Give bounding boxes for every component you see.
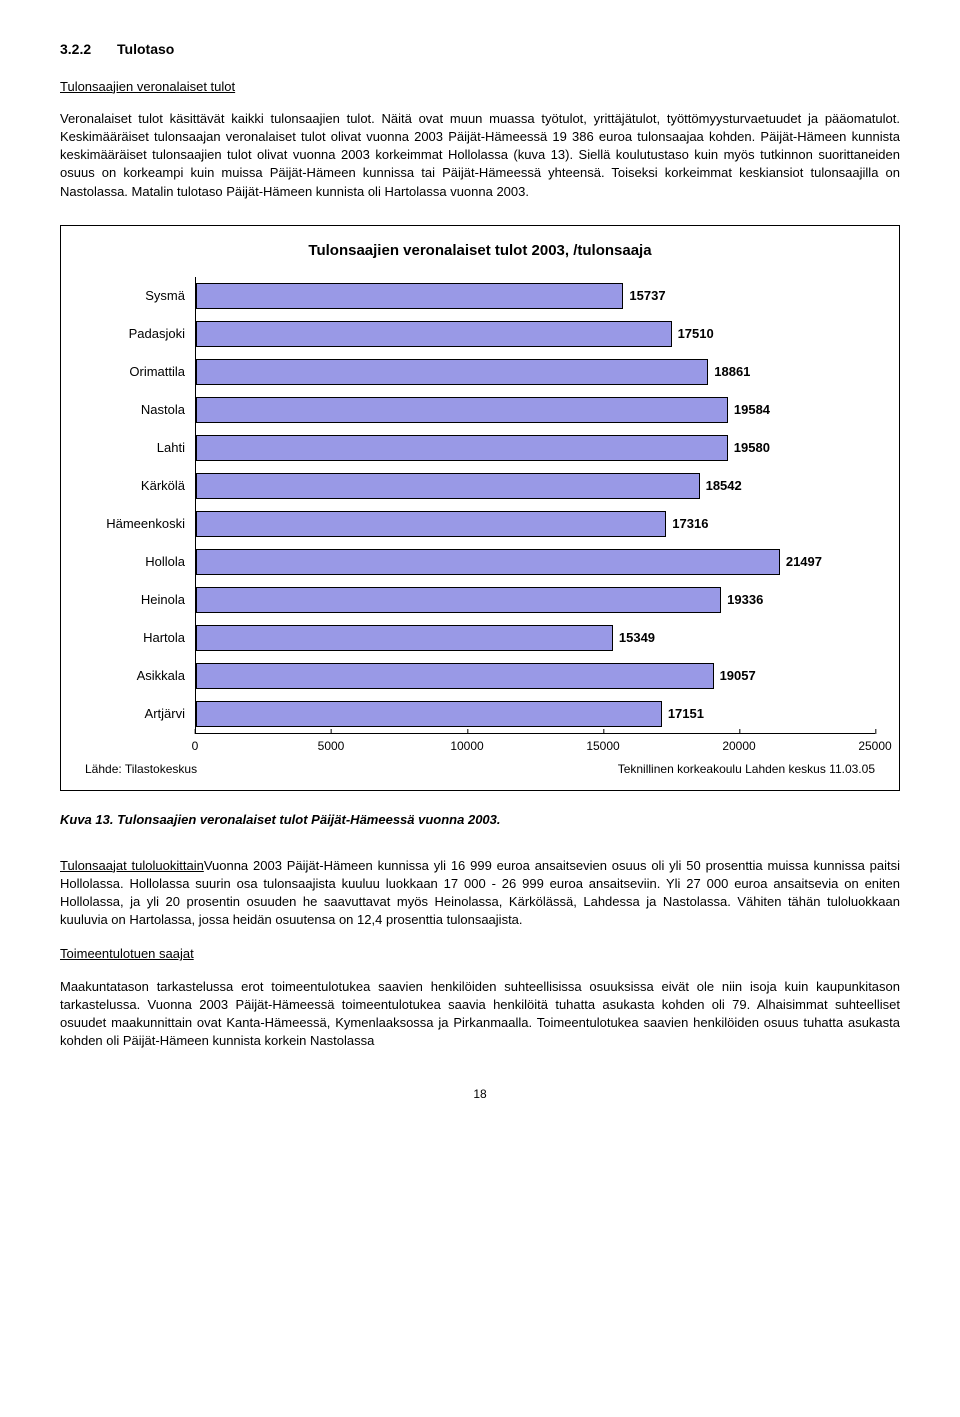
chart-row-plot: 17510	[195, 315, 875, 353]
paragraph-2: Tulonsaajat tuloluokittainVuonna 2003 Pä…	[60, 857, 900, 930]
chart-bar	[196, 435, 728, 461]
chart-row-plot: 17151	[195, 695, 875, 733]
chart-row-label: Kärkölä	[85, 477, 195, 495]
chart-row: Hämeenkoski 17316	[85, 505, 875, 543]
chart-row-label: Artjärvi	[85, 705, 195, 723]
chart-bar	[196, 321, 672, 347]
chart-footer: Lähde: Tilastokeskus Teknillinen korkeak…	[85, 761, 875, 778]
chart-row-label: Hollola	[85, 553, 195, 571]
income-chart: Tulonsaajien veronalaiset tulot 2003, /t…	[60, 225, 900, 791]
chart-row-plot: 15349	[195, 619, 875, 657]
axis-tick: 0	[192, 734, 199, 755]
axis-tick: 5000	[318, 734, 345, 755]
chart-bar	[196, 549, 780, 575]
axis-tick: 10000	[450, 734, 483, 755]
chart-row-label: Hartola	[85, 629, 195, 647]
chart-bar-value: 17316	[672, 515, 708, 533]
chart-row: Hollola 21497	[85, 543, 875, 581]
chart-row: Nastola 19584	[85, 391, 875, 429]
chart-bar	[196, 701, 662, 727]
chart-bar	[196, 473, 700, 499]
section-title: Tulotaso	[117, 41, 174, 57]
chart-bar	[196, 625, 613, 651]
chart-row-label: Asikkala	[85, 667, 195, 685]
chart-row: Asikkala 19057	[85, 657, 875, 695]
chart-bar-value: 21497	[786, 553, 822, 571]
chart-x-axis: 0500010000150002000025000	[85, 733, 875, 757]
chart-row: Hartola 15349	[85, 619, 875, 657]
section-heading: 3.2.2 Tulotaso	[60, 40, 900, 60]
section-number: 3.2.2	[60, 41, 91, 57]
paragraph-1: Veronalaiset tulot käsittävät kaikki tul…	[60, 110, 900, 201]
chart-row: Orimattila 18861	[85, 353, 875, 391]
chart-bar	[196, 587, 721, 613]
chart-source: Lähde: Tilastokeskus	[85, 761, 197, 778]
chart-row-label: Sysmä	[85, 287, 195, 305]
subheading-toimeentulo: Toimeentulotuen saajat	[60, 945, 900, 963]
chart-bar-value: 19057	[720, 667, 756, 685]
chart-bar-value: 19336	[727, 591, 763, 609]
chart-bars-area: Sysmä 15737 Padasjoki 17510 Orimattila 18861 N…	[85, 277, 875, 733]
chart-row-label: Lahti	[85, 439, 195, 457]
chart-title: Tulonsaajien veronalaiset tulot 2003, /t…	[85, 240, 875, 261]
chart-bar	[196, 663, 714, 689]
chart-row-plot: 18542	[195, 467, 875, 505]
chart-bar-value: 19584	[734, 401, 770, 419]
chart-row-plot: 19057	[195, 657, 875, 695]
chart-row-plot: 19584	[195, 391, 875, 429]
chart-bar-value: 18542	[706, 477, 742, 495]
axis-tick: 20000	[722, 734, 755, 755]
figure-caption: Kuva 13. Tulonsaajien veronalaiset tulot…	[60, 811, 900, 829]
chart-row: Kärkölä 18542	[85, 467, 875, 505]
chart-row-label: Nastola	[85, 401, 195, 419]
axis-tick: 25000	[858, 734, 891, 755]
chart-row: Lahti 19580	[85, 429, 875, 467]
chart-row: Artjärvi 17151	[85, 695, 875, 733]
axis-tick: 15000	[586, 734, 619, 755]
chart-row-label: Heinola	[85, 591, 195, 609]
chart-bar	[196, 397, 728, 423]
chart-credit: Teknillinen korkeakoulu Lahden keskus 11…	[618, 761, 875, 778]
chart-bar-value: 18861	[714, 363, 750, 381]
chart-row-label: Orimattila	[85, 363, 195, 381]
chart-row-plot: 15737	[195, 277, 875, 315]
chart-row-plot: 19336	[195, 581, 875, 619]
chart-bar-value: 15349	[619, 629, 655, 647]
runin-tuloluokittain: Tulonsaajat tuloluokittain	[60, 858, 204, 873]
chart-bar-value: 17151	[668, 705, 704, 723]
chart-row-label: Hämeenkoski	[85, 515, 195, 533]
chart-row-plot: 17316	[195, 505, 875, 543]
chart-row-plot: 19580	[195, 429, 875, 467]
chart-bar	[196, 283, 623, 309]
chart-bar	[196, 511, 666, 537]
chart-row-plot: 18861	[195, 353, 875, 391]
page-number: 18	[60, 1086, 900, 1103]
chart-bar-value: 17510	[678, 325, 714, 343]
subheading-income: Tulonsaajien veronalaiset tulot	[60, 78, 900, 96]
chart-bar-value: 15737	[629, 287, 665, 305]
chart-bar	[196, 359, 708, 385]
chart-row: Heinola 19336	[85, 581, 875, 619]
chart-bar-value: 19580	[734, 439, 770, 457]
paragraph-3: Maakuntatason tarkastelussa erot toimeen…	[60, 978, 900, 1051]
chart-row: Padasjoki 17510	[85, 315, 875, 353]
chart-row: Sysmä 15737	[85, 277, 875, 315]
chart-row-label: Padasjoki	[85, 325, 195, 343]
chart-row-plot: 21497	[195, 543, 875, 581]
